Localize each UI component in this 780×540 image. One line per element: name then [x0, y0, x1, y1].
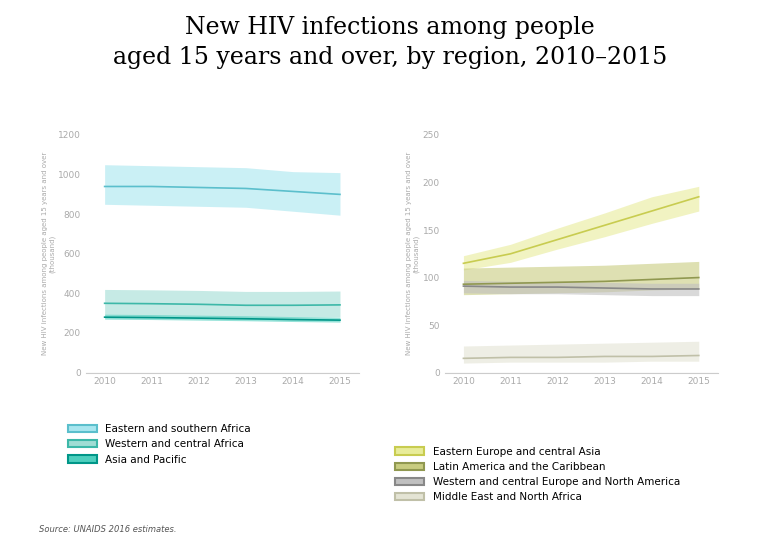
Text: New HIV infections among people
aged 15 years and over, by region, 2010–2015: New HIV infections among people aged 15 …	[113, 16, 667, 70]
Text: Source: UNAIDS 2016 estimates.: Source: UNAIDS 2016 estimates.	[39, 525, 176, 534]
Legend: Eastern Europe and central Asia, Latin America and the Caribbean, Western and ce: Eastern Europe and central Asia, Latin A…	[395, 447, 680, 502]
Y-axis label: New HIV infections among people aged 15 years and over
(thousand): New HIV infections among people aged 15 …	[406, 152, 420, 355]
Legend: Eastern and southern Africa, Western and central Africa, Asia and Pacific: Eastern and southern Africa, Western and…	[68, 424, 250, 464]
Y-axis label: New HIV infections among people aged 15 years and over
(thousand): New HIV infections among people aged 15 …	[41, 152, 55, 355]
